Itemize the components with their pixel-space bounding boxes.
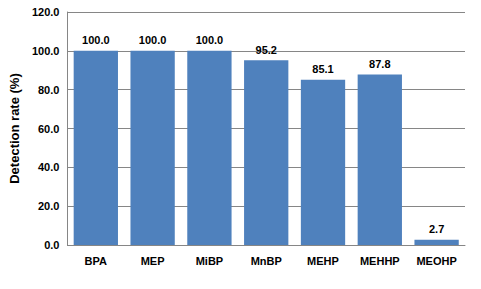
svg-text:BPA: BPA bbox=[85, 255, 107, 267]
svg-text:100.0: 100.0 bbox=[82, 34, 110, 46]
svg-text:100.0: 100.0 bbox=[32, 45, 60, 57]
svg-text:87.8: 87.8 bbox=[369, 58, 390, 70]
svg-text:MEHP: MEHP bbox=[307, 255, 339, 267]
svg-text:95.2: 95.2 bbox=[256, 44, 277, 56]
svg-text:2.7: 2.7 bbox=[429, 223, 444, 235]
svg-text:85.1: 85.1 bbox=[312, 63, 333, 75]
svg-text:Detection rate (%): Detection rate (%) bbox=[7, 73, 22, 184]
svg-text:60.0: 60.0 bbox=[38, 123, 59, 135]
svg-text:100.0: 100.0 bbox=[196, 34, 224, 46]
svg-text:40.0: 40.0 bbox=[38, 161, 59, 173]
svg-text:120.0: 120.0 bbox=[32, 6, 60, 18]
svg-text:20.0: 20.0 bbox=[38, 200, 59, 212]
svg-text:MEP: MEP bbox=[141, 255, 165, 267]
svg-text:100.0: 100.0 bbox=[139, 34, 167, 46]
svg-text:MiBP: MiBP bbox=[196, 255, 224, 267]
svg-text:MEHHP: MEHHP bbox=[360, 255, 400, 267]
svg-text:MnBP: MnBP bbox=[251, 255, 282, 267]
svg-text:0.0: 0.0 bbox=[44, 239, 59, 251]
svg-text:MEOHP: MEOHP bbox=[416, 255, 456, 267]
svg-text:80.0: 80.0 bbox=[38, 84, 59, 96]
